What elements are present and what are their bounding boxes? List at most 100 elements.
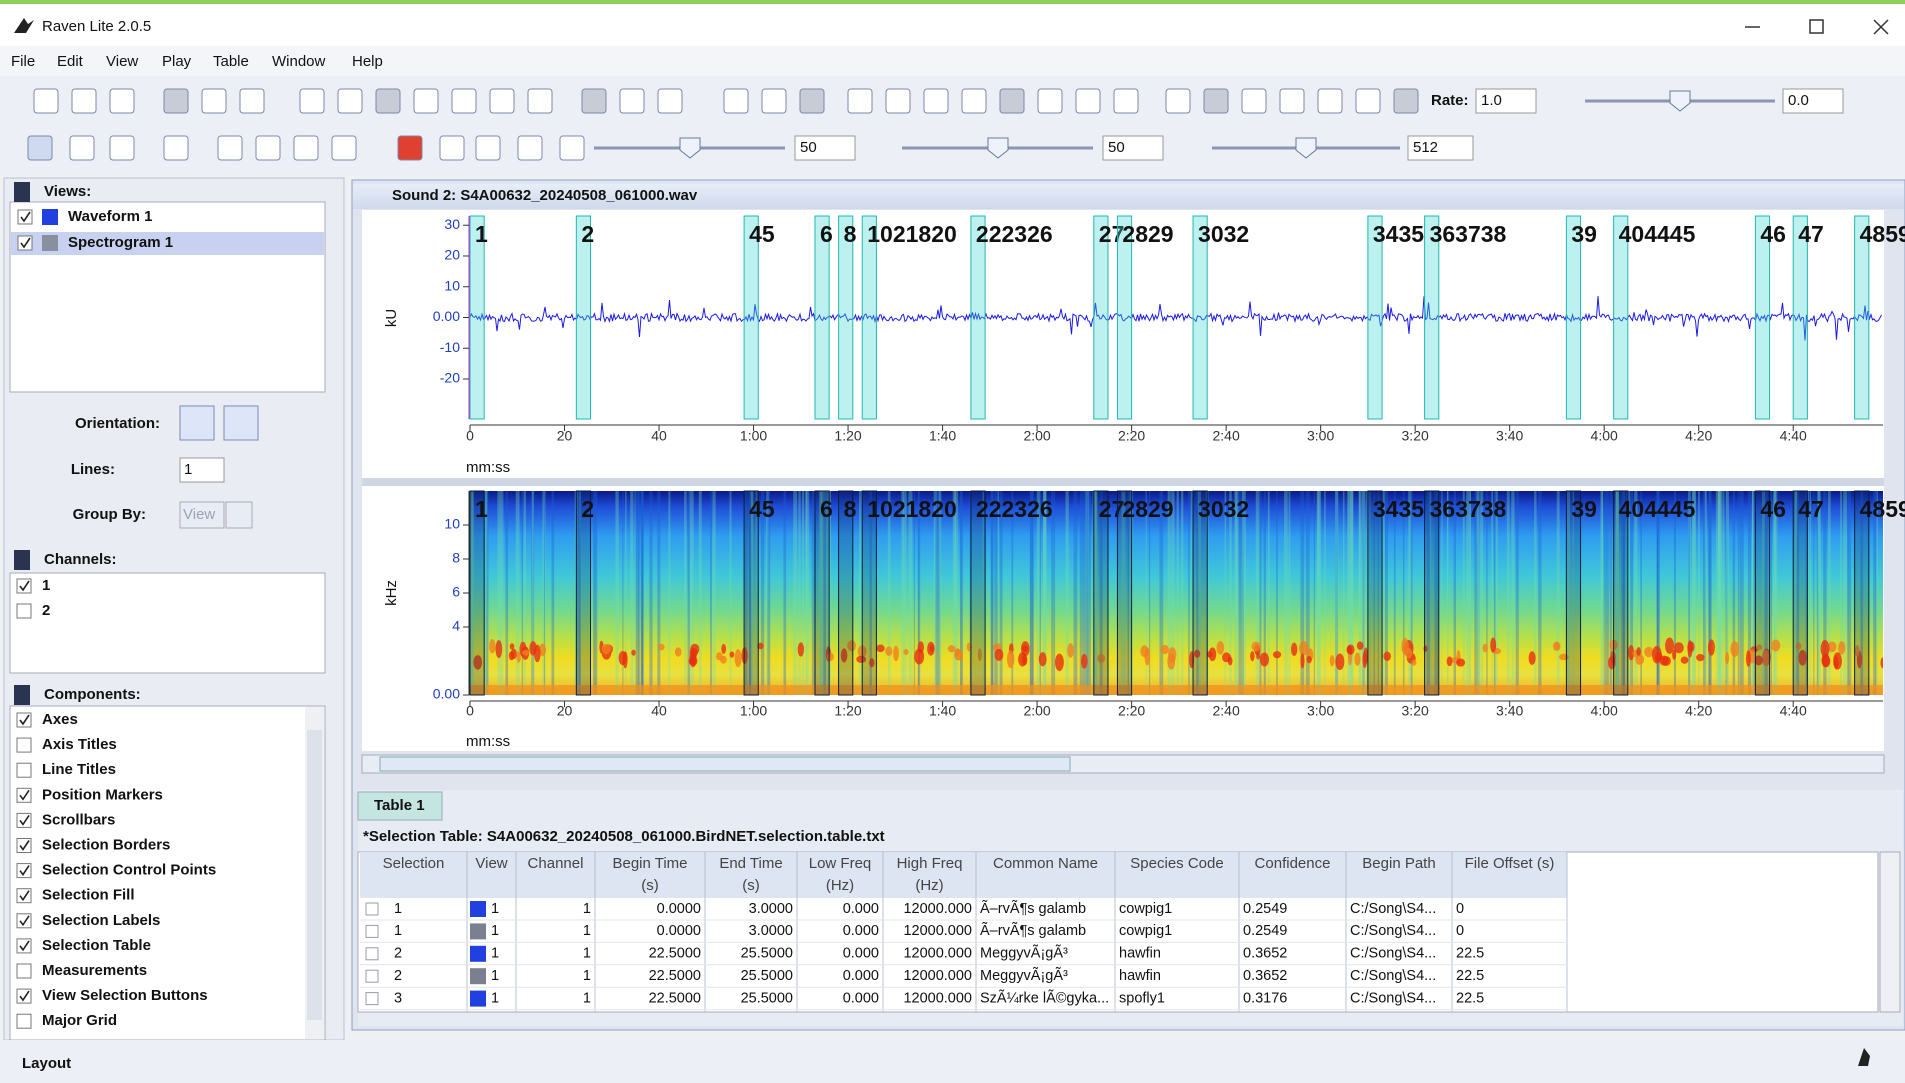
table-cell[interactable]: 3.0000 <box>749 923 793 939</box>
selection-label[interactable]: 46 <box>1760 221 1786 247</box>
table-cell[interactable]: Ã–rvÃ¶s galamb <box>980 922 1086 939</box>
selection-label[interactable]: 404445 <box>1619 221 1696 247</box>
table-cell[interactable]: 3 <box>394 990 402 1006</box>
selection-label[interactable]: 39 <box>1571 496 1597 522</box>
selection-label[interactable]: 4859 <box>1860 496 1905 522</box>
table-cell[interactable]: cowpig1 <box>1119 901 1172 917</box>
table-cell[interactable]: 22.5 <box>1456 990 1484 1006</box>
table-scrollbar[interactable] <box>1880 852 1900 1012</box>
table-cell[interactable]: SzÃ¼rke lÃ©gyka... <box>980 989 1109 1006</box>
component-item[interactable]: Axes <box>42 711 78 728</box>
menu-item[interactable]: Edit <box>57 53 84 70</box>
table-cell[interactable]: MeggyvÃ¡gÃ³ <box>980 967 1068 984</box>
toolbar-button[interactable] <box>1394 89 1418 113</box>
table-cell[interactable]: 3.0000 <box>749 901 793 917</box>
selection-label[interactable]: 8 <box>844 221 857 247</box>
toolbar-button[interactable] <box>658 89 682 113</box>
selection-label[interactable]: 363738 <box>1430 496 1507 522</box>
toolbar-button[interactable] <box>1318 89 1342 113</box>
table-cell[interactable]: 0.000 <box>843 968 879 984</box>
toolbar-button[interactable] <box>582 89 606 113</box>
channel-item[interactable]: 1 <box>42 577 50 594</box>
orientation-vertical[interactable] <box>224 406 258 440</box>
channel-item[interactable]: 2 <box>42 602 50 619</box>
component-item[interactable]: Selection Fill <box>42 887 135 904</box>
table-cell[interactable]: 0.000 <box>843 923 879 939</box>
table-cell[interactable]: 1 <box>491 990 499 1006</box>
table-cell[interactable]: 1 <box>583 923 591 939</box>
toolbar-button[interactable] <box>490 89 514 113</box>
table-cell[interactable]: 2 <box>394 968 402 984</box>
menu-item[interactable]: Play <box>162 53 192 70</box>
component-item[interactable]: Scrollbars <box>42 811 115 828</box>
channel-checkbox[interactable] <box>17 604 31 618</box>
toolbar-button[interactable] <box>72 89 96 113</box>
selection-label[interactable]: 3435 <box>1373 496 1424 522</box>
table-cell[interactable]: 22.5000 <box>649 968 701 984</box>
component-item[interactable]: Line Titles <box>42 761 116 778</box>
table-cell[interactable]: 22.5 <box>1456 968 1484 984</box>
toolbar-button[interactable] <box>398 136 422 160</box>
component-checkbox[interactable] <box>17 964 31 978</box>
group-by-dropdown[interactable] <box>226 502 252 528</box>
selection-label[interactable]: 3032 <box>1198 496 1249 522</box>
table-cell[interactable]: 12000.000 <box>903 990 972 1006</box>
selection-label[interactable]: 222326 <box>976 221 1053 247</box>
toolbar-button[interactable] <box>34 89 58 113</box>
component-item[interactable]: Selection Borders <box>42 836 170 853</box>
table-cell[interactable]: 1 <box>583 901 591 917</box>
view-item[interactable]: Spectrogram 1 <box>68 234 173 251</box>
toolbar-button[interactable] <box>560 136 584 160</box>
table-cell[interactable]: 12000.000 <box>903 968 972 984</box>
table-cell[interactable]: 12000.000 <box>903 923 972 939</box>
table-cell[interactable]: 0.3652 <box>1243 968 1287 984</box>
table-cell[interactable]: 1 <box>583 968 591 984</box>
toolbar-button[interactable] <box>762 89 786 113</box>
component-item[interactable]: Selection Table <box>42 937 151 954</box>
component-item[interactable]: Axis Titles <box>42 736 117 753</box>
toolbar-button[interactable] <box>240 89 264 113</box>
view-item[interactable]: Waveform 1 <box>68 208 152 225</box>
toolbar-button[interactable] <box>1114 89 1138 113</box>
selection-label[interactable]: 3032 <box>1198 221 1249 247</box>
table-cell[interactable]: 0 <box>1456 923 1464 939</box>
selection-label[interactable]: 39 <box>1571 221 1597 247</box>
table-cell[interactable]: 1 <box>491 923 499 939</box>
toolbar-button[interactable] <box>376 89 400 113</box>
layout-tab[interactable]: Layout <box>22 1055 71 1072</box>
table-cell[interactable]: 12000.000 <box>903 901 972 917</box>
table-cell[interactable]: 0.000 <box>843 990 879 1006</box>
toolbar-button[interactable] <box>962 89 986 113</box>
toolbar-button[interactable] <box>164 89 188 113</box>
toolbar-button[interactable] <box>110 89 134 113</box>
table-tab[interactable]: Table 1 <box>374 797 425 814</box>
toolbar-button[interactable] <box>414 89 438 113</box>
toolbar-button[interactable] <box>1166 89 1190 113</box>
table-cell[interactable]: 2 <box>394 946 402 962</box>
toolbar-button[interactable] <box>110 136 134 160</box>
selection-label[interactable]: 4859 <box>1860 221 1905 247</box>
component-checkbox[interactable] <box>17 763 31 777</box>
table-cell[interactable]: hawfin <box>1119 968 1161 984</box>
table-cell[interactable]: C:/Song\S4... <box>1350 901 1436 917</box>
table-cell[interactable]: 0.000 <box>843 901 879 917</box>
table-cell[interactable]: spofly1 <box>1119 990 1165 1006</box>
toolbar-button[interactable] <box>1076 89 1100 113</box>
table-cell[interactable]: C:/Song\S4... <box>1350 923 1436 939</box>
table-cell[interactable]: 25.5000 <box>741 968 793 984</box>
menu-item[interactable]: File <box>11 53 35 70</box>
table-cell[interactable]: MeggyvÃ¡gÃ³ <box>980 945 1068 962</box>
table-cell[interactable]: 25.5000 <box>741 990 793 1006</box>
selection-label[interactable]: 2829 <box>1122 221 1173 247</box>
table-cell[interactable]: Ã–rvÃ¶s galamb <box>980 900 1086 917</box>
toolbar-button[interactable] <box>338 89 362 113</box>
time-scroll-thumb[interactable] <box>380 757 1070 771</box>
components-scroll-thumb[interactable] <box>307 730 322 1020</box>
table-cell[interactable]: 1 <box>583 946 591 962</box>
toolbar-button[interactable] <box>1280 89 1304 113</box>
table-cell[interactable]: 22.5000 <box>649 946 701 962</box>
selection-label[interactable]: 3435 <box>1373 221 1424 247</box>
table-cell[interactable]: 25.5000 <box>741 946 793 962</box>
toolbar-button[interactable] <box>476 136 500 160</box>
toolbar-button[interactable] <box>620 89 644 113</box>
